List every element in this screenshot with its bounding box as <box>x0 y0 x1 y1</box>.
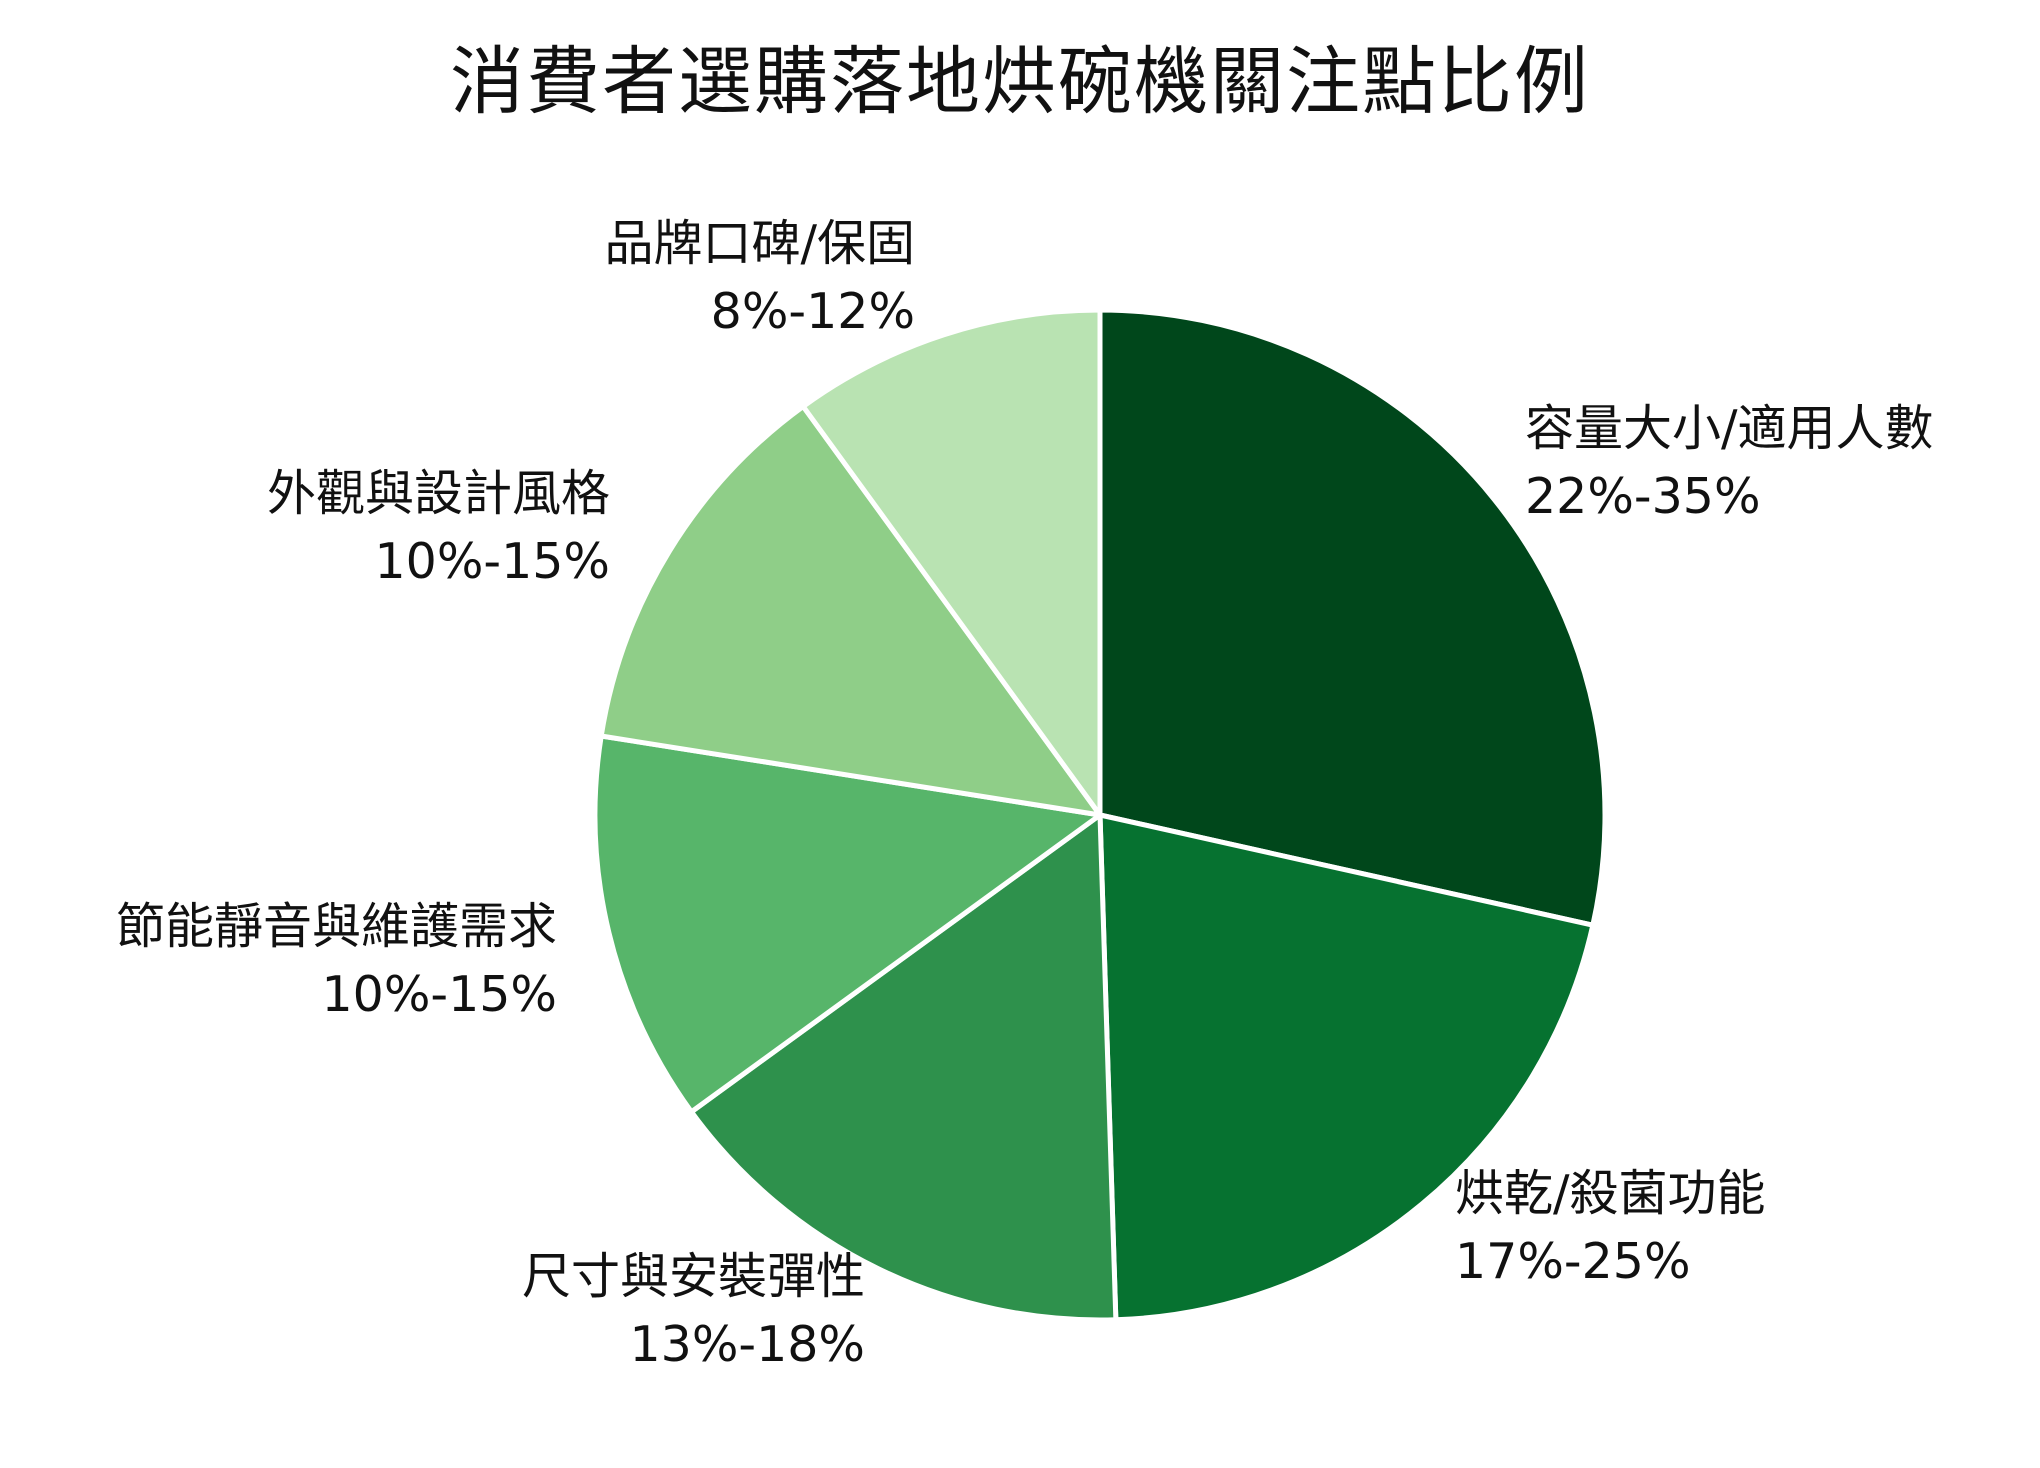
pie-slice-size <box>688 812 1119 1323</box>
slice-name: 外觀與設計風格 <box>266 465 610 522</box>
pie-slice-capacity <box>1097 307 1608 928</box>
slice-label-energy: 節能靜音與維護需求 10%-15% <box>116 893 557 1029</box>
slice-name: 容量大小/適用人數 <box>1525 400 1934 457</box>
slice-label-brand: 品牌口碑/保固 8%-12% <box>604 210 915 346</box>
slice-label-capacity: 容量大小/適用人數 22%-35% <box>1525 395 1934 531</box>
slice-range: 10%-15% <box>374 533 610 590</box>
pie-slice-brand <box>800 307 1103 818</box>
slice-name: 尺寸與安裝彈性 <box>521 1248 865 1305</box>
slice-range: 10%-15% <box>321 966 557 1023</box>
slice-name: 品牌口碑/保固 <box>604 215 915 272</box>
pie-slice-design <box>598 403 1103 818</box>
slice-label-drying: 烘乾/殺菌功能 17%-25% <box>1455 1160 1766 1296</box>
slice-name: 烘乾/殺菌功能 <box>1455 1165 1766 1222</box>
slice-range: 22%-35% <box>1525 468 1761 525</box>
slice-range: 17%-25% <box>1455 1233 1691 1290</box>
slice-range: 13%-18% <box>629 1316 865 1373</box>
pie-slice-energy <box>592 733 1103 1115</box>
chart-title: 消費者選購落地烘碗機關注點比例 <box>450 39 1590 125</box>
slice-label-design: 外觀與設計風格 10%-15% <box>267 460 610 596</box>
slice-range: 8%-12% <box>710 283 915 340</box>
slice-name: 節能靜音與維護需求 <box>115 898 557 955</box>
slice-label-size: 尺寸與安裝彈性 13%-18% <box>522 1243 865 1379</box>
pie-slice-drying <box>1097 812 1596 1323</box>
